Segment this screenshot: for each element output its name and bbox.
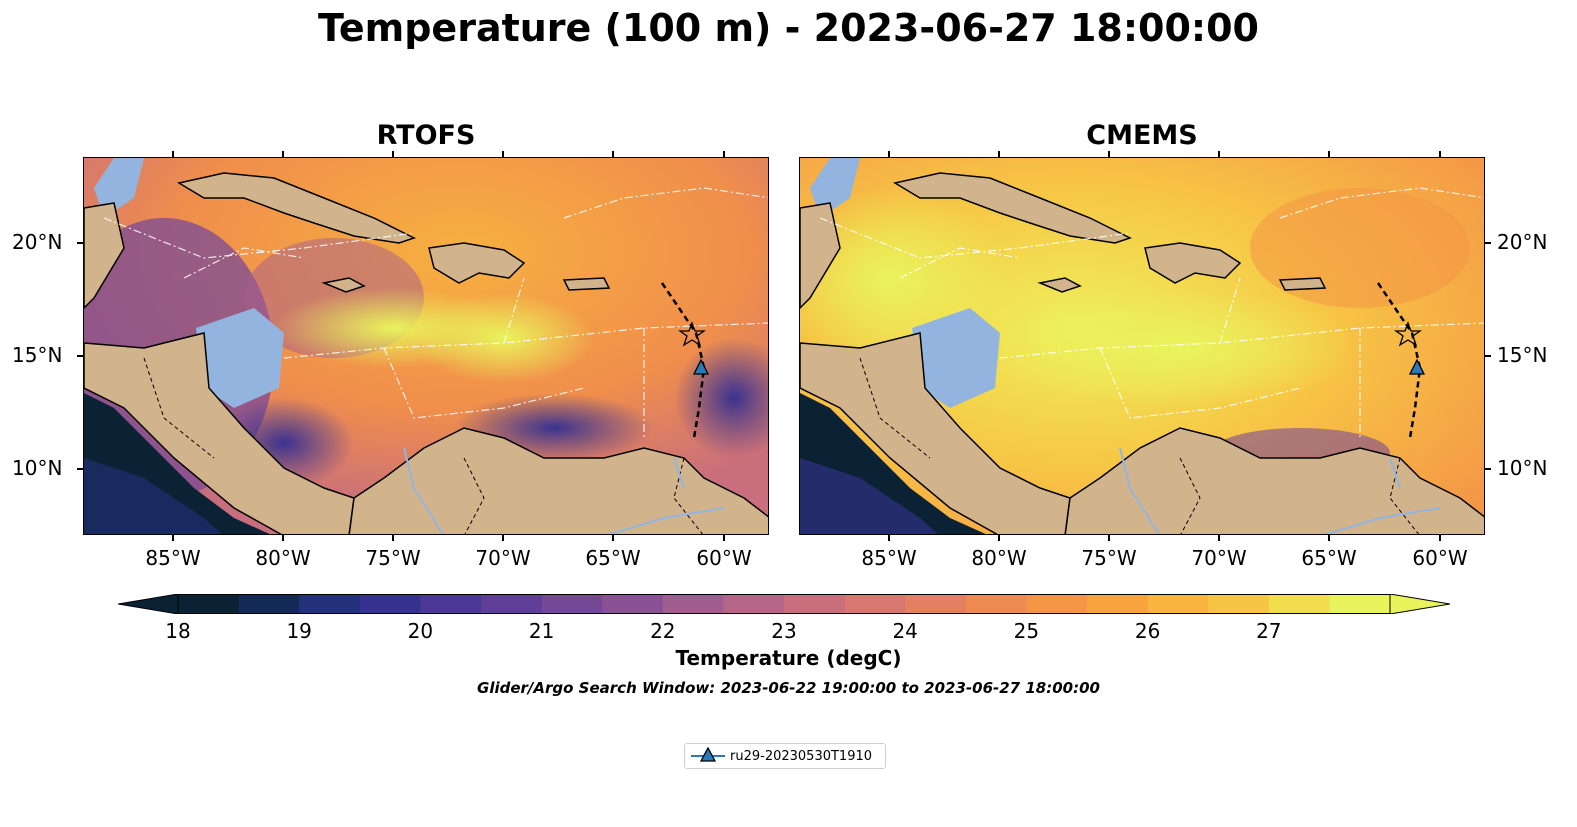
colorbar-label: Temperature (degC) (675, 646, 902, 670)
legend: ru29-20230530T1910 (684, 743, 886, 769)
argo-star-marker (677, 321, 707, 347)
lon-tick-mark (723, 535, 725, 541)
colorbar-segment (844, 594, 906, 614)
colorbar-segment (662, 594, 724, 614)
colorbar-tick-label: 24 (892, 619, 918, 643)
lat-tick-label-left: 10°N (12, 456, 63, 480)
colorbar-segment (541, 594, 603, 614)
colorbar-segment (1026, 594, 1088, 614)
panel-title-rtofs: RTOFS (376, 120, 476, 151)
lon-tick-mark-top (172, 151, 174, 157)
lon-tick-mark (172, 535, 174, 541)
lat-tick-label-left: 20°N (12, 230, 63, 254)
lat-tick-label-right: 10°N (1497, 456, 1548, 480)
colorbar-extend-low (117, 593, 179, 615)
lat-tick-mark (1485, 242, 1491, 244)
lon-tick-mark (1218, 535, 1220, 541)
lon-tick-mark-top (1218, 151, 1220, 157)
lat-tick-label-right: 20°N (1497, 230, 1548, 254)
lon-tick-label: 85°W (145, 546, 201, 570)
colorbar-tick-label: 26 (1134, 619, 1161, 643)
lon-tick-mark (1439, 535, 1441, 541)
glider-marker-rtofs (692, 358, 710, 375)
colorbar-tick-label: 25 (1013, 619, 1040, 643)
lat-tick-label-left: 15°N (12, 343, 63, 367)
lon-tick-label: 65°W (1301, 546, 1357, 570)
colorbar-segment (299, 594, 361, 614)
lon-tick-mark-top (723, 151, 725, 157)
lon-tick-label: 65°W (585, 546, 641, 570)
lon-tick-mark-top (612, 151, 614, 157)
map-panel-rtofs (83, 157, 769, 535)
lon-tick-label: 60°W (696, 546, 752, 570)
colorbar-segment (1329, 594, 1391, 614)
lon-tick-mark (502, 535, 504, 541)
argo-star-marker-cmems (1393, 321, 1423, 347)
lon-tick-label: 75°W (1081, 546, 1137, 570)
colorbar-segment (481, 594, 543, 614)
lon-tick-mark (282, 535, 284, 541)
lon-tick-mark (1328, 535, 1330, 541)
lat-tick-mark (1485, 468, 1491, 470)
lon-tick-mark (1108, 535, 1110, 541)
colorbar-segment (905, 594, 967, 614)
panel-title-cmems: CMEMS (1086, 120, 1198, 151)
colorbar-tick-label: 19 (286, 619, 312, 643)
lon-tick-mark-top (998, 151, 1000, 157)
figure-title: Temperature (100 m) - 2023-06-27 18:00:0… (317, 6, 1259, 50)
colorbar-segment (784, 594, 846, 614)
colorbar (117, 593, 1451, 615)
lat-tick-label-right: 15°N (1497, 343, 1548, 367)
lon-tick-mark-top (282, 151, 284, 157)
lat-tick-mark (77, 468, 83, 470)
colorbar-tick-label: 20 (407, 619, 434, 643)
colorbar-segment (1087, 594, 1149, 614)
lon-tick-label: 80°W (255, 546, 311, 570)
glider-marker-cmems (1408, 358, 1426, 375)
lon-tick-label: 60°W (1412, 546, 1468, 570)
lon-tick-mark-top (888, 151, 890, 157)
lon-tick-mark (612, 535, 614, 541)
lon-tick-label: 80°W (971, 546, 1027, 570)
lat-tick-mark (1485, 355, 1491, 357)
colorbar-segment (602, 594, 664, 614)
lat-tick-mark (77, 242, 83, 244)
colorbar-tick-label: 27 (1256, 619, 1282, 643)
colorbar-segment (723, 594, 785, 614)
map-panel-cmems (799, 157, 1485, 535)
colorbar-segment (178, 594, 240, 614)
lon-tick-label: 70°W (475, 546, 531, 570)
colorbar-segment (1268, 594, 1330, 614)
colorbar-tick-label: 18 (165, 619, 191, 643)
lon-tick-label: 85°W (861, 546, 917, 570)
lon-tick-mark-top (1328, 151, 1330, 157)
colorbar-segment (359, 594, 421, 614)
colorbar-extend-high (1389, 593, 1451, 615)
lon-tick-mark-top (392, 151, 394, 157)
legend-label: ru29-20230530T1910 (730, 749, 873, 764)
lon-tick-label: 70°W (1191, 546, 1247, 570)
colorbar-segment (238, 594, 300, 614)
lon-tick-mark (888, 535, 890, 541)
colorbar-tick-label: 22 (650, 619, 676, 643)
colorbar-segment (1147, 594, 1209, 614)
lon-tick-mark-top (1108, 151, 1110, 157)
search-window-caption: Glider/Argo Search Window: 2023-06-22 19… (477, 679, 1100, 697)
lon-tick-mark (998, 535, 1000, 541)
colorbar-segment (965, 594, 1027, 614)
colorbar-tick-label: 21 (528, 619, 555, 643)
colorbar-tick-label: 23 (771, 619, 797, 643)
lon-tick-mark-top (1439, 151, 1441, 157)
lon-tick-mark (392, 535, 394, 541)
lon-tick-label: 75°W (365, 546, 421, 570)
lat-tick-mark (77, 355, 83, 357)
lon-tick-mark-top (502, 151, 504, 157)
colorbar-segment (1208, 594, 1270, 614)
colorbar-segment (420, 594, 482, 614)
legend-marker (691, 746, 725, 762)
